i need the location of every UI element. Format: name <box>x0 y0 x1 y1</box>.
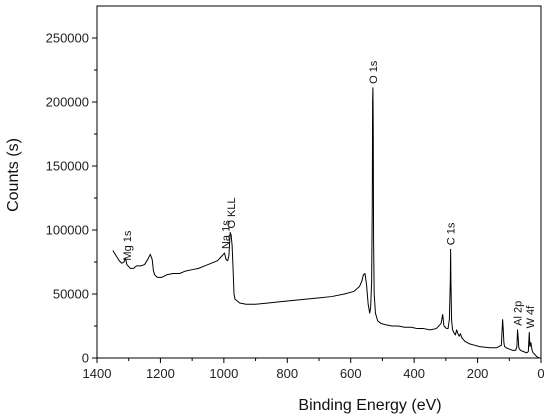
y-tick-label: 250000 <box>46 31 89 46</box>
x-tick-label: 200 <box>467 366 489 381</box>
peak-label: W 4f <box>525 305 537 329</box>
x-tick-label: 1000 <box>209 366 238 381</box>
x-tick-label: 1200 <box>146 366 175 381</box>
peak-label: O KLL <box>226 197 238 228</box>
plot-frame <box>96 5 542 359</box>
peak-label: Al 2p <box>513 301 525 326</box>
series-line <box>112 87 541 359</box>
y-tick-label: 0 <box>82 351 89 366</box>
y-axis-title: Counts (s) <box>5 138 22 212</box>
peak-label: C 1s <box>446 222 458 245</box>
y-axis: 0 50000 100000 150000 200000 250000 <box>46 31 97 366</box>
peak-label: Na 1s <box>220 220 232 249</box>
plot-border <box>96 5 542 359</box>
x-axis: 1400 1200 1000 800 600 400 200 0 <box>83 358 545 381</box>
peak-annotations: Mg 1s Na 1sO KLL O 1s C 1s Al 2p W 4f <box>122 60 537 328</box>
x-axis-title: Binding Energy (eV) <box>298 397 441 414</box>
x-tick-label: 1400 <box>83 366 112 381</box>
x-tick-label: 600 <box>340 366 362 381</box>
y-tick-label: 150000 <box>46 159 89 174</box>
x-tick-label: 400 <box>403 366 425 381</box>
y-tick-label: 200000 <box>46 95 89 110</box>
y-tick-label: 50000 <box>53 287 89 302</box>
peak-label: Mg 1s <box>122 230 134 260</box>
y-tick-label: 100000 <box>46 223 89 238</box>
peak-label: O 1s <box>368 60 380 84</box>
x-tick-label: 0 <box>537 366 544 381</box>
x-tick-label: 800 <box>276 366 298 381</box>
